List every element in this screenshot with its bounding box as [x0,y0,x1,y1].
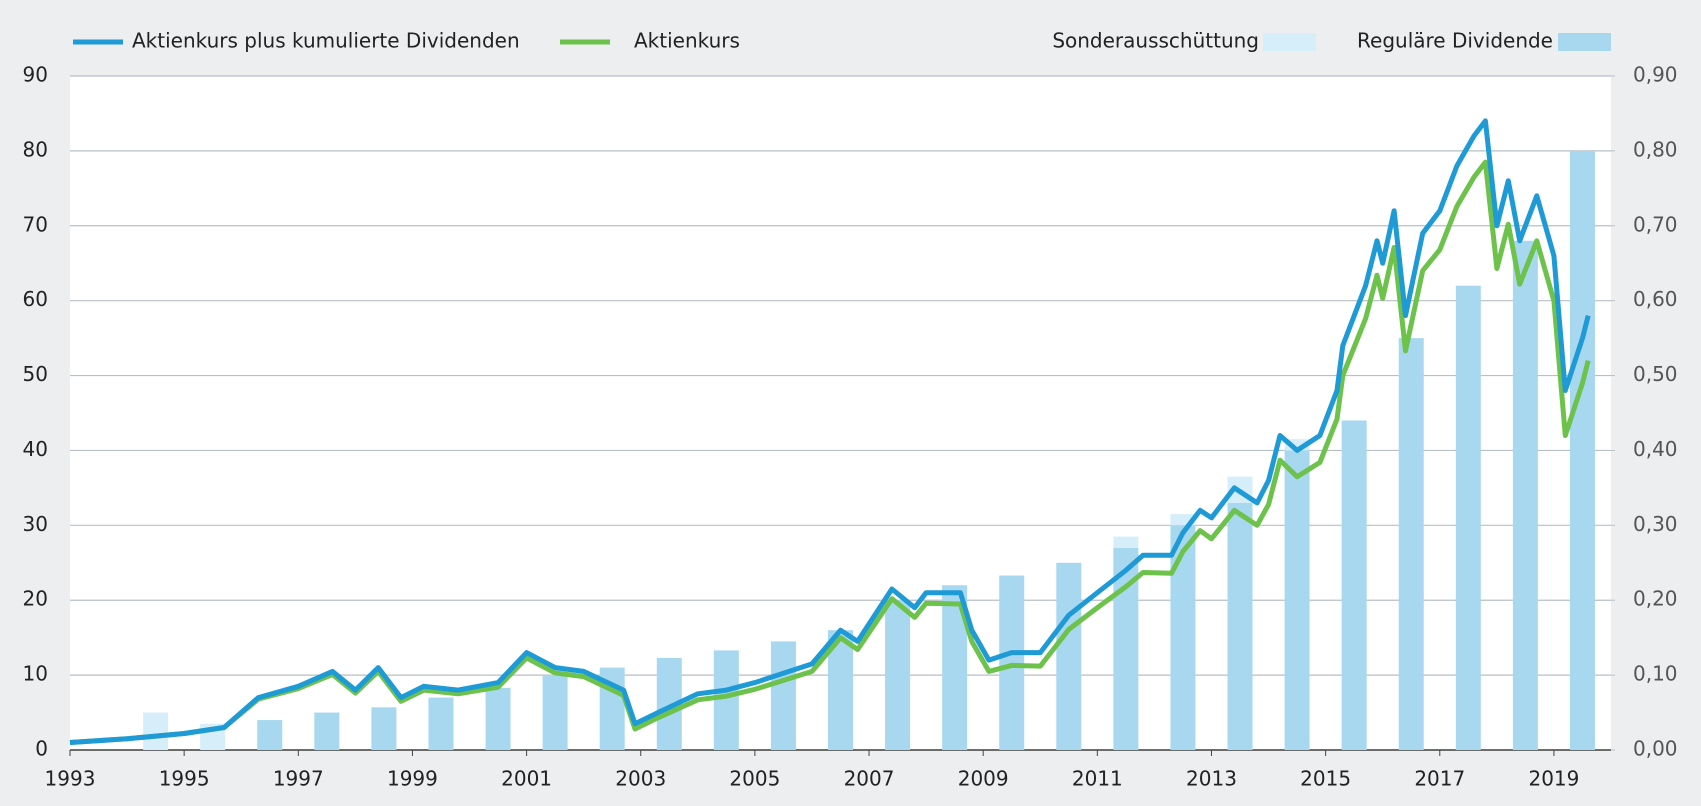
bar [1341,420,1367,750]
x-tick-label: 1993 [45,767,96,791]
y2-tick-label: 0,30 [1633,512,1678,536]
y2-tick-label: 0,80 [1633,137,1678,161]
y-tick-label: 50 [23,362,48,386]
y-tick-label: 70 [23,212,48,236]
x-tick-label: 2015 [1300,767,1351,791]
bar [1512,240,1538,750]
bar [1284,439,1310,451]
legend-swatch [1558,33,1611,51]
bar [1170,525,1196,750]
bar [1569,150,1595,750]
x-tick-label: 2003 [615,767,666,791]
bar [713,650,739,750]
y2-tick-label: 0,00 [1633,737,1678,761]
bar [770,641,796,750]
bar [999,575,1025,750]
x-tick-label: 2009 [958,767,1009,791]
x-tick-label: 2013 [1186,767,1237,791]
x-tick-label: 2017 [1414,767,1465,791]
legend-label: Aktienkurs plus kumulierte Dividenden [132,29,520,53]
y-tick-label: 40 [23,437,48,461]
bar [143,712,169,750]
x-tick-label: 2005 [729,767,780,791]
x-tick-label: 2019 [1528,767,1579,791]
x-tick-label: 1999 [387,767,438,791]
bar [542,675,568,750]
y-tick-label: 60 [23,287,48,311]
x-tick-label: 1995 [159,767,210,791]
bar [428,697,454,750]
x-tick-label: 2001 [501,767,552,791]
x-tick-label: 1997 [273,767,324,791]
y-tick-label: 90 [23,63,48,87]
line [69,159,1591,745]
y-tick-label: 10 [23,662,48,686]
bar [314,712,340,750]
bar [371,707,397,750]
bar [1170,514,1196,526]
line [69,118,1591,745]
legend-swatch [1263,33,1316,51]
y2-tick-label: 0,60 [1633,287,1678,311]
y2-tick-label: 0,90 [1633,63,1678,87]
y2-tick-label: 0,20 [1633,587,1678,611]
bar [1113,536,1139,548]
y2-tick-label: 0,40 [1633,437,1678,461]
y-tick-label: 20 [23,587,48,611]
y-tick-label: 30 [23,512,48,536]
bar [1398,338,1424,750]
bar [257,720,283,750]
bar [885,600,911,750]
bar [485,687,511,750]
y2-tick-label: 0,10 [1633,662,1678,686]
y2-tick-label: 0,70 [1633,212,1678,236]
bar [1056,562,1082,750]
y2-tick-label: 0,50 [1633,362,1678,386]
legend-label: Sonderausschüttung [1052,29,1259,53]
y-tick-label: 0 [35,737,48,761]
legend-label: Aktienkurs [634,29,740,53]
x-tick-label: 2007 [844,767,895,791]
x-tick-label: 2011 [1072,767,1123,791]
bar [1284,450,1310,750]
legend-label: Reguläre Dividende [1357,29,1553,53]
bar [1227,502,1253,750]
bar [1455,285,1481,750]
y-tick-label: 80 [23,137,48,161]
